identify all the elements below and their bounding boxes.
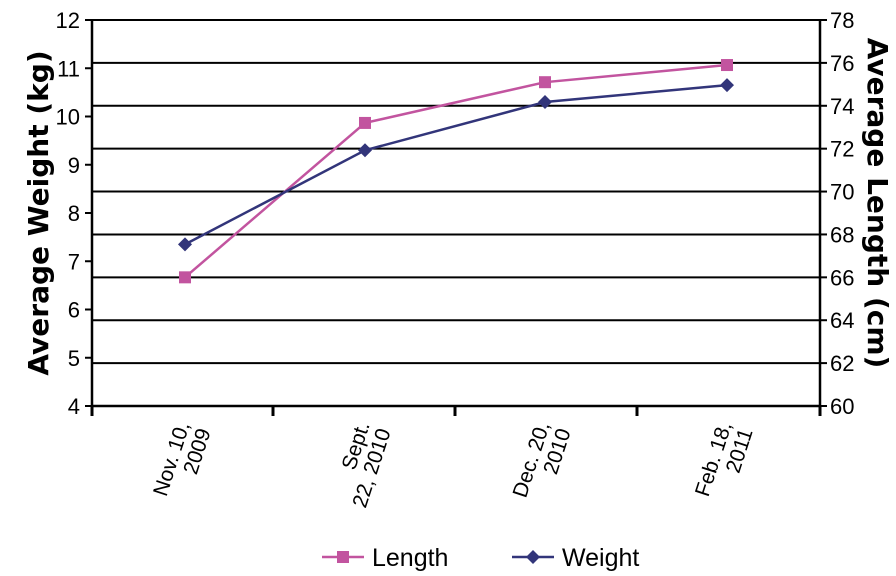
legend-label: Length — [372, 544, 448, 572]
x-category-label: Dec. 20,2010 — [509, 419, 576, 500]
left-axis-title: Average Weight (kg) — [22, 50, 55, 375]
weight-point — [178, 237, 192, 252]
left-tick-label: 7 — [68, 249, 80, 274]
length-point — [179, 271, 191, 284]
right-axis-title: Average Length (cm) — [861, 38, 894, 369]
length-point — [539, 76, 551, 89]
right-tick-label: 78 — [830, 8, 854, 33]
left-tick-label: 9 — [68, 153, 80, 178]
weight-point — [358, 143, 372, 158]
length-point — [359, 116, 371, 129]
weight-point — [538, 95, 552, 110]
right-tick-label: 60 — [830, 394, 854, 419]
weight-line — [184, 83, 728, 246]
series-length — [179, 59, 733, 284]
x-category-label: Sept.22, 2010 — [338, 419, 396, 511]
left-tick-label: 10 — [56, 105, 80, 130]
left-tick-label: 12 — [56, 8, 80, 33]
x-category-label: Feb. 18,2011 — [691, 419, 758, 499]
right-tick-label: 64 — [830, 308, 854, 333]
legend-swatch-marker — [337, 551, 349, 563]
legend-label: Weight — [562, 544, 639, 572]
gridlines — [92, 19, 820, 365]
series — [178, 59, 734, 284]
legend: Length Weight — [322, 544, 639, 572]
left-tick-label: 4 — [68, 394, 80, 419]
left-axis-ticks: 4 5 6 7 8 9 10 11 12 — [56, 8, 92, 419]
left-tick-label: 6 — [68, 298, 80, 323]
axes — [90, 20, 822, 408]
left-tick-label: 11 — [57, 56, 80, 81]
right-tick-label: 62 — [830, 351, 854, 376]
right-tick-label: 66 — [830, 265, 854, 290]
legend-swatch-marker — [526, 550, 540, 564]
right-tick-label: 70 — [830, 180, 854, 205]
right-tick-label: 76 — [830, 51, 854, 76]
series-weight — [178, 78, 734, 252]
left-tick-label: 5 — [68, 346, 80, 371]
right-tick-label: 68 — [830, 222, 854, 247]
legend-item-weight: Weight — [512, 544, 639, 572]
legend-item-length: Length — [322, 544, 448, 572]
x-category-label: Nov. 10,2009 — [149, 419, 215, 499]
length-line — [184, 63, 728, 279]
right-tick-label: 72 — [830, 137, 854, 162]
weight-point — [720, 78, 734, 93]
length-point — [721, 59, 733, 72]
x-axis-ticks: Nov. 10,2009 Sept.22, 2010 Dec. 20,2010 Feb… — [90, 406, 822, 511]
left-tick-label: 8 — [68, 201, 80, 226]
right-axis-ticks: 60 62 64 66 68 70 72 74 76 78 — [820, 8, 854, 419]
right-tick-label: 74 — [830, 94, 854, 119]
